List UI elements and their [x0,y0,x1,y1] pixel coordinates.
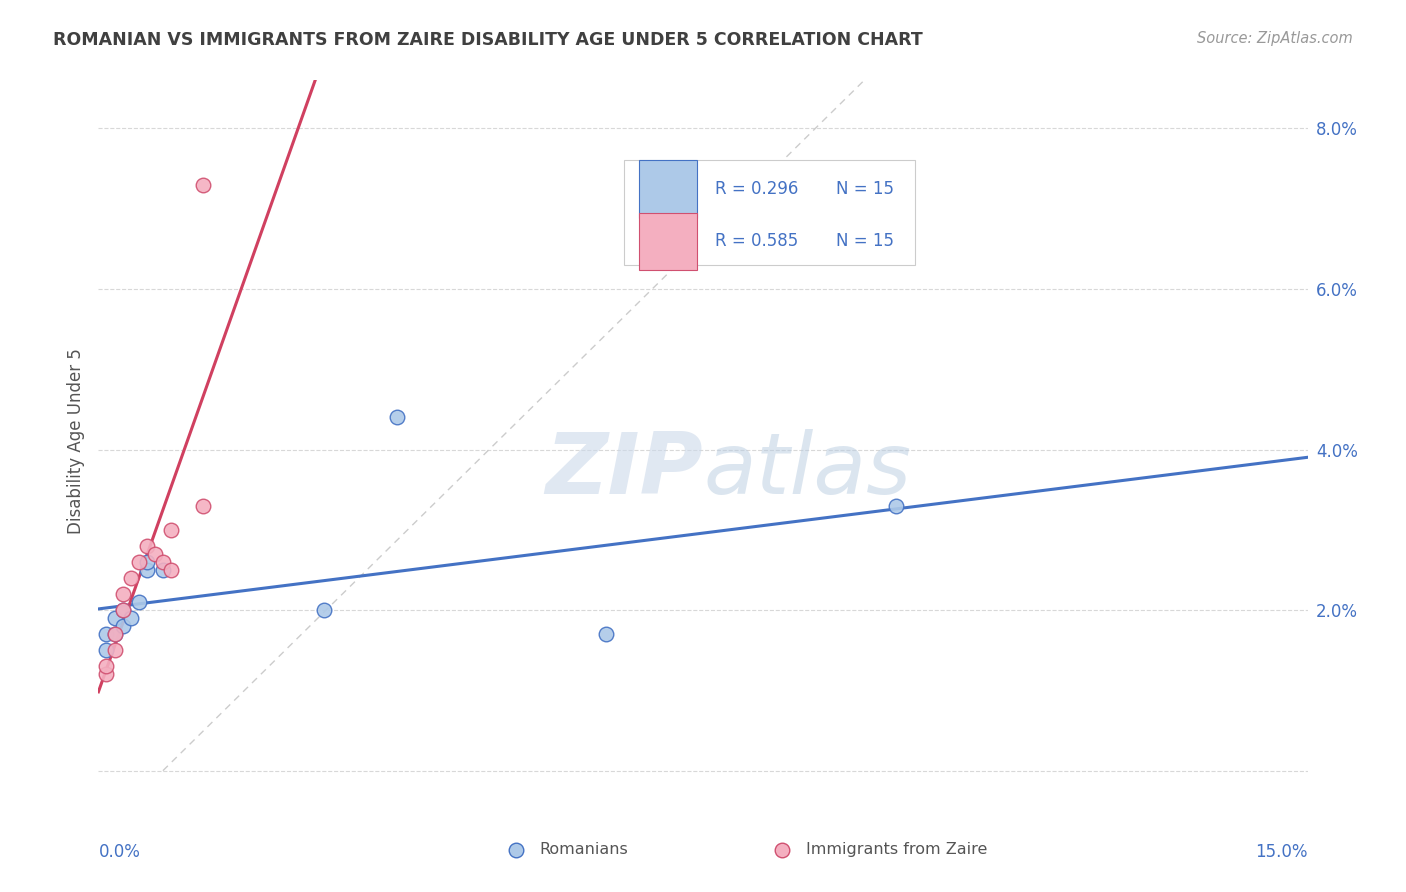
Point [111,603,134,617]
Text: 0.0%: 0.0% [98,843,141,861]
Text: N = 15: N = 15 [837,180,894,198]
Point [135,539,157,553]
Point [143,547,166,561]
Point [886,499,908,513]
Point [128,555,150,569]
Point [135,555,157,569]
Text: N = 15: N = 15 [837,233,894,251]
Point [111,587,134,601]
Point [160,523,183,537]
Point [193,499,215,513]
Point [103,627,125,641]
Point [96,627,118,641]
Point [152,563,174,577]
Point [160,563,183,577]
Point [120,571,142,585]
Text: ROMANIAN VS IMMIGRANTS FROM ZAIRE DISABILITY AGE UNDER 5 CORRELATION CHART: ROMANIAN VS IMMIGRANTS FROM ZAIRE DISABI… [53,31,924,49]
Point [595,627,617,641]
Point [111,603,134,617]
Point [96,667,118,681]
Text: 15.0%: 15.0% [1256,843,1308,861]
Text: Romanians: Romanians [540,842,628,857]
Point [96,643,118,657]
Point [120,611,142,625]
Text: Source: ZipAtlas.com: Source: ZipAtlas.com [1197,31,1353,46]
Text: R = 0.585: R = 0.585 [716,233,799,251]
Point [128,595,150,609]
Point [135,563,157,577]
Point [152,555,174,569]
Point [385,410,408,425]
Point [111,619,134,633]
Point [103,643,125,657]
Text: Immigrants from Zaire: Immigrants from Zaire [806,842,987,857]
Point [314,603,336,617]
Point [103,627,125,641]
Text: R = 0.296: R = 0.296 [716,180,799,198]
Y-axis label: Disability Age Under 5: Disability Age Under 5 [66,349,84,534]
Point [96,659,118,673]
FancyBboxPatch shape [638,161,697,218]
FancyBboxPatch shape [638,212,697,270]
Text: atlas: atlas [703,429,911,512]
Text: ZIP: ZIP [546,429,703,512]
FancyBboxPatch shape [624,160,915,265]
Point [193,178,215,192]
Point [103,611,125,625]
